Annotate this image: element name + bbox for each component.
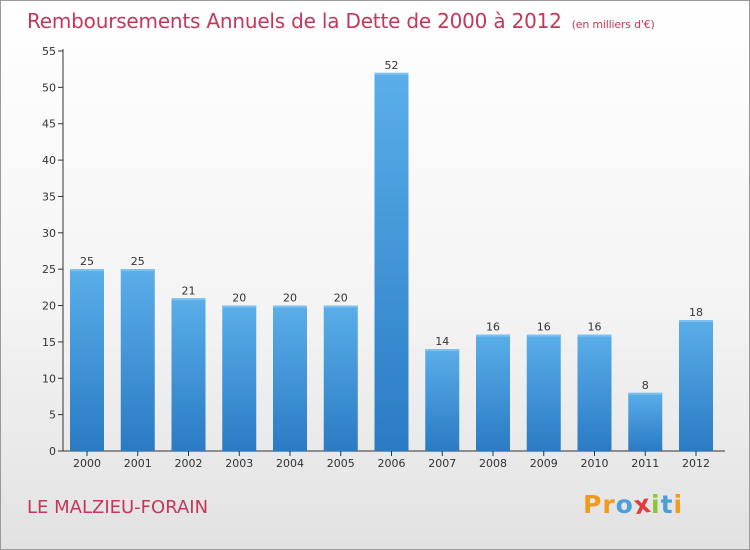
data-label-2005: 20 xyxy=(334,292,348,305)
bar-2011 xyxy=(628,392,663,451)
y-tick-label: 20 xyxy=(42,300,56,313)
y-tick-label: 35 xyxy=(42,190,56,203)
data-label-2012: 18 xyxy=(689,306,703,319)
data-label-2003: 20 xyxy=(232,292,246,305)
logo-letter: r xyxy=(602,490,616,519)
bars xyxy=(70,72,713,452)
data-label-2004: 20 xyxy=(283,292,297,305)
logo-letter: t xyxy=(660,490,674,519)
bar-2000 xyxy=(70,269,104,451)
x-tick-label-2010: 2010 xyxy=(581,457,609,470)
bar-2004 xyxy=(273,305,307,451)
y-tick-label: 15 xyxy=(42,336,56,349)
data-label-2008: 16 xyxy=(486,321,500,334)
x-tick-label-2008: 2008 xyxy=(479,457,507,470)
y-tick-label: 5 xyxy=(49,409,56,422)
bar-top-edge xyxy=(526,334,561,337)
bar-2005 xyxy=(323,305,358,451)
bar-top-edge xyxy=(70,269,104,272)
x-tick-label-2012: 2012 xyxy=(682,457,710,470)
data-label-2000: 25 xyxy=(80,255,94,268)
y-axis: 0 5 10 15 20 25 30 35 40 45 50 55 xyxy=(42,45,64,458)
logo-letter: i xyxy=(651,490,661,519)
x-tick-label-2011: 2011 xyxy=(631,457,659,470)
y-tick-label: 10 xyxy=(42,372,56,385)
bar-2009 xyxy=(526,334,561,451)
x-tick-label-2004: 2004 xyxy=(276,457,304,470)
data-label-2007: 14 xyxy=(435,335,449,348)
x-tick-label-2001: 2001 xyxy=(124,457,152,470)
x-tick-label-2006: 2006 xyxy=(378,457,406,470)
bar-top-edge xyxy=(323,305,358,308)
chart-title: Remboursements Annuels de la Dette de 20… xyxy=(27,9,655,33)
bar-2007 xyxy=(425,349,460,451)
bar-top-edge xyxy=(425,349,460,352)
bar-top-edge xyxy=(374,72,409,75)
data-label-2009: 16 xyxy=(537,321,551,334)
data-label-2002: 21 xyxy=(182,284,196,297)
logo-letter: i xyxy=(673,490,684,519)
data-label-2001: 25 xyxy=(131,255,145,268)
bar-top-edge xyxy=(171,298,206,301)
bar-2008 xyxy=(476,334,510,451)
data-label-2010: 16 xyxy=(588,321,602,334)
data-label-2006: 52 xyxy=(385,59,399,72)
bar-top-edge xyxy=(222,305,257,308)
bar-top-edge xyxy=(120,269,155,272)
y-tick-label: 55 xyxy=(42,45,56,58)
x-tick-label-2007: 2007 xyxy=(428,457,456,470)
chart-title-text: Remboursements Annuels de la Dette de 20… xyxy=(27,9,562,33)
bar-2006 xyxy=(374,72,409,452)
bar-2001 xyxy=(120,269,155,451)
commune-name: LE MALZIEU-FORAIN xyxy=(27,497,209,518)
x-tick-label-2003: 2003 xyxy=(225,457,253,470)
x-tick-label-2005: 2005 xyxy=(327,457,355,470)
bar-top-edge xyxy=(577,334,612,337)
bar-top-edge xyxy=(273,305,307,308)
chart-unit: (en milliers d'€) xyxy=(571,18,655,31)
x-tick-label-2000: 2000 xyxy=(73,457,101,470)
y-tick-label: 0 xyxy=(49,445,56,458)
logo-letter: P xyxy=(583,490,603,519)
y-tick-label: 25 xyxy=(42,263,56,276)
x-tick-label-2002: 2002 xyxy=(175,457,203,470)
bar-top-edge xyxy=(628,392,663,395)
logo-letter: o xyxy=(615,490,634,519)
bar-2003 xyxy=(222,305,257,451)
y-tick-label: 50 xyxy=(42,81,56,94)
y-tick-label: 30 xyxy=(42,227,56,240)
bar-2010 xyxy=(577,334,612,451)
proxiti-logo: Proxiti xyxy=(583,489,684,521)
bar-2002 xyxy=(171,298,206,451)
bar-2012 xyxy=(679,320,713,451)
x-tick-label-2009: 2009 xyxy=(530,457,558,470)
y-tick-label: 45 xyxy=(42,118,56,131)
bar-top-edge xyxy=(476,334,510,337)
y-tick-label: 40 xyxy=(42,154,56,167)
bar-top-edge xyxy=(679,320,713,323)
data-labels: 25 25 21 20 20 20 52 14 16 16 16 8 18 xyxy=(80,59,703,392)
data-label-2011: 8 xyxy=(642,379,649,392)
x-axis: 2000 2001 2002 2003 2004 2005 2006 2007 2008 2009… xyxy=(63,450,725,470)
